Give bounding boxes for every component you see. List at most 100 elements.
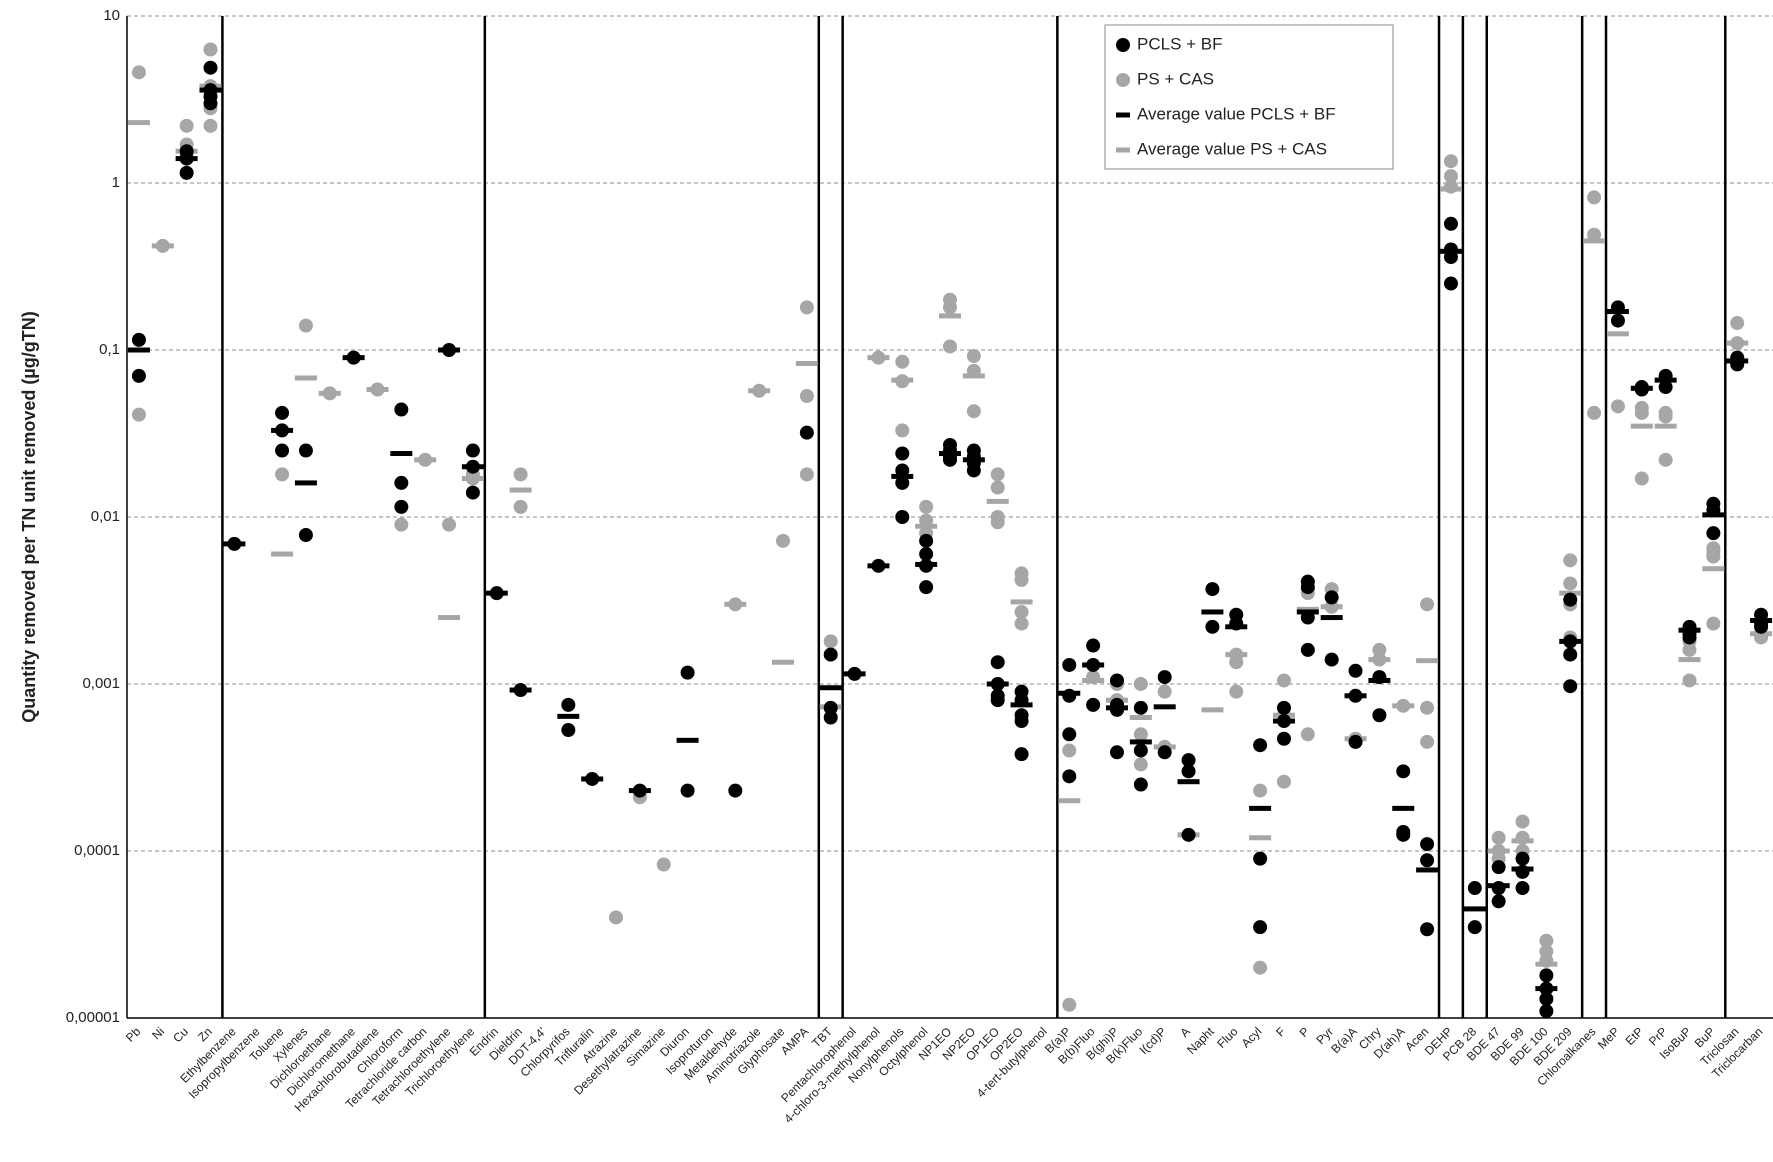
data-point	[1014, 747, 1029, 762]
average-dash	[461, 464, 484, 470]
data-point	[1062, 727, 1077, 742]
data-point	[919, 533, 934, 548]
average-dash	[1511, 866, 1534, 872]
data-point	[1515, 881, 1530, 896]
average-dash	[1726, 340, 1749, 346]
data-point	[1062, 743, 1077, 758]
average-dash	[1535, 961, 1558, 967]
data-point	[513, 499, 528, 514]
data-point	[298, 318, 313, 333]
data-point	[275, 443, 290, 458]
data-point	[1229, 655, 1244, 670]
average-dash	[1129, 739, 1152, 745]
average-dash	[891, 473, 914, 479]
data-point	[1706, 549, 1721, 564]
average-dash	[867, 355, 890, 361]
x-tick-label: Cu	[170, 1024, 191, 1045]
data-point	[823, 710, 838, 725]
data-point	[1443, 154, 1458, 169]
data-point	[513, 467, 528, 482]
data-point	[1109, 673, 1124, 688]
data-point	[1467, 920, 1482, 935]
average-dash	[342, 355, 365, 361]
legend-label: PS + CAS	[1137, 69, 1214, 88]
x-tick-label: F	[1273, 1024, 1288, 1039]
data-point	[1157, 745, 1172, 760]
average-dash	[1082, 662, 1105, 668]
average-dash	[509, 487, 532, 493]
average-dash	[724, 601, 747, 607]
data-point	[1300, 727, 1315, 742]
average-dash	[819, 685, 842, 691]
data-point	[1133, 700, 1148, 715]
average-dash	[1201, 707, 1224, 713]
data-point	[1181, 753, 1196, 768]
data-point	[990, 693, 1005, 708]
average-dash	[1368, 657, 1391, 663]
average-dash	[199, 87, 222, 93]
data-point	[394, 517, 409, 532]
data-point	[966, 463, 981, 478]
data-point	[728, 783, 743, 798]
data-point	[1420, 922, 1435, 937]
data-point	[1109, 745, 1124, 760]
data-point	[1133, 677, 1148, 691]
data-point	[465, 443, 480, 458]
average-dash	[1702, 566, 1725, 572]
data-point	[1086, 638, 1101, 653]
data-point	[966, 404, 981, 419]
data-point	[1587, 227, 1602, 242]
x-tick-label: A	[1177, 1024, 1193, 1040]
average-dash	[1606, 309, 1629, 315]
average-dash	[1344, 693, 1367, 699]
data-point	[1062, 657, 1077, 672]
x-tick-label: Fluo	[1214, 1024, 1241, 1051]
data-point	[1157, 684, 1172, 699]
data-point	[203, 118, 218, 133]
x-tick-label: Ni	[149, 1024, 167, 1042]
data-point	[298, 528, 313, 543]
average-dash	[1511, 838, 1534, 844]
average-dash	[557, 713, 580, 719]
y-tick-label: 0,1	[99, 341, 120, 358]
data-point	[1324, 590, 1339, 605]
data-point	[609, 910, 624, 925]
average-dash	[1439, 186, 1462, 192]
data-point	[1420, 853, 1435, 868]
data-point	[895, 354, 910, 369]
data-point	[131, 407, 146, 422]
data-point	[203, 42, 218, 57]
data-point	[1253, 960, 1268, 975]
data-point	[680, 783, 695, 798]
data-point	[1634, 405, 1649, 420]
average-dash	[986, 498, 1009, 504]
average-dash	[1153, 704, 1176, 710]
data-point	[919, 499, 934, 514]
average-dash	[915, 561, 938, 567]
data-point	[1014, 714, 1029, 729]
data-point	[895, 510, 910, 524]
data-point	[1658, 380, 1673, 395]
data-point	[1229, 684, 1244, 699]
data-point	[919, 580, 934, 595]
data-point	[1515, 851, 1530, 866]
data-point	[394, 475, 409, 490]
average-dash	[1630, 423, 1653, 429]
average-dash	[1225, 652, 1248, 658]
average-dash	[175, 156, 198, 162]
y-tick-label: 0,00001	[66, 1009, 120, 1026]
average-dash	[1535, 986, 1558, 992]
average-dash	[151, 243, 174, 249]
data-point	[1539, 1004, 1554, 1019]
legend-marker	[1116, 147, 1130, 153]
data-point	[203, 96, 218, 111]
average-dash	[795, 361, 818, 367]
data-point	[1443, 216, 1458, 231]
average-dash	[1296, 609, 1319, 615]
data-point	[895, 423, 910, 438]
data-point	[465, 485, 480, 500]
data-point	[298, 443, 313, 458]
data-point	[1467, 881, 1482, 896]
data-point	[1205, 582, 1220, 597]
